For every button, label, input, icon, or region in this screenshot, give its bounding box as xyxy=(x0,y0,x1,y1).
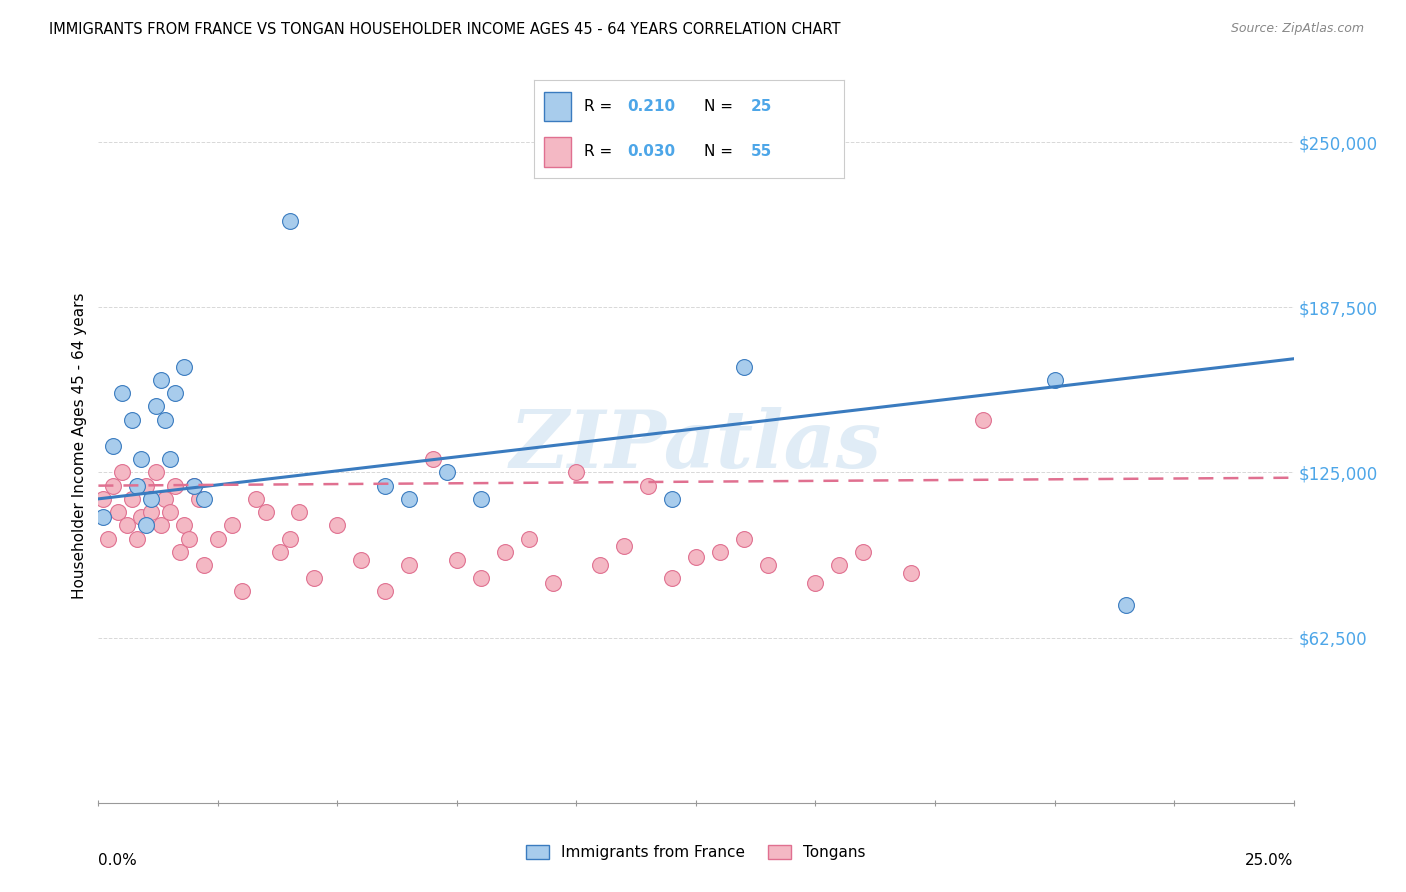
Point xyxy=(589,558,612,572)
Point xyxy=(422,452,444,467)
Text: 0.0%: 0.0% xyxy=(98,853,138,868)
Point xyxy=(1043,373,1066,387)
Point xyxy=(374,478,396,492)
Text: 0.210: 0.210 xyxy=(627,99,675,114)
Point xyxy=(446,552,468,566)
Point xyxy=(1115,598,1137,612)
Point xyxy=(131,510,153,524)
Point xyxy=(125,532,148,546)
Point xyxy=(685,549,707,564)
Point xyxy=(163,386,186,401)
Text: ZIPatlas: ZIPatlas xyxy=(510,408,882,484)
Point xyxy=(145,466,167,480)
Point xyxy=(221,518,243,533)
Text: R =: R = xyxy=(583,99,617,114)
Point xyxy=(245,491,267,506)
Point xyxy=(254,505,277,519)
Point xyxy=(159,452,181,467)
Point xyxy=(121,491,143,506)
Text: Source: ZipAtlas.com: Source: ZipAtlas.com xyxy=(1230,22,1364,36)
Point xyxy=(207,532,229,546)
Point xyxy=(828,558,851,572)
Point xyxy=(183,478,205,492)
Point xyxy=(326,518,349,533)
Point xyxy=(183,478,205,492)
Point xyxy=(637,478,659,492)
Point xyxy=(169,545,191,559)
Point xyxy=(91,491,114,506)
Point xyxy=(139,491,162,506)
Point xyxy=(101,439,124,453)
Point xyxy=(149,373,172,387)
Point xyxy=(155,491,177,506)
Point xyxy=(91,510,114,524)
Point xyxy=(900,566,922,580)
Point xyxy=(494,545,516,559)
Point xyxy=(159,505,181,519)
Text: 55: 55 xyxy=(751,145,772,160)
Point xyxy=(804,576,827,591)
Point xyxy=(709,545,731,559)
Point xyxy=(756,558,779,572)
Point xyxy=(517,532,540,546)
Point xyxy=(733,532,755,546)
Point xyxy=(231,584,253,599)
Point xyxy=(278,532,301,546)
Bar xyxy=(544,92,571,121)
Point xyxy=(302,571,325,585)
Point xyxy=(135,518,157,533)
Point xyxy=(541,576,564,591)
Point xyxy=(565,466,588,480)
Point xyxy=(155,412,177,426)
Text: 25: 25 xyxy=(751,99,772,114)
Point xyxy=(107,505,129,519)
Point xyxy=(470,571,492,585)
Point xyxy=(436,466,458,480)
Point xyxy=(111,466,134,480)
Point xyxy=(661,571,683,585)
Point xyxy=(179,532,201,546)
Point xyxy=(852,545,875,559)
Text: R =: R = xyxy=(583,145,617,160)
Point xyxy=(972,412,994,426)
Legend: Immigrants from France, Tongans: Immigrants from France, Tongans xyxy=(520,839,872,866)
Point xyxy=(131,452,153,467)
Point xyxy=(193,558,215,572)
Text: N =: N = xyxy=(704,145,738,160)
Point xyxy=(135,478,157,492)
Point xyxy=(145,400,167,414)
Point xyxy=(125,478,148,492)
Point xyxy=(173,359,195,374)
Point xyxy=(398,491,420,506)
Point xyxy=(149,518,172,533)
Point xyxy=(173,518,195,533)
Point xyxy=(278,214,301,228)
Point xyxy=(115,518,138,533)
Point xyxy=(163,478,186,492)
Y-axis label: Householder Income Ages 45 - 64 years: Householder Income Ages 45 - 64 years xyxy=(72,293,87,599)
Point xyxy=(288,505,311,519)
Bar xyxy=(544,137,571,167)
Point xyxy=(111,386,134,401)
Text: 0.030: 0.030 xyxy=(627,145,675,160)
Point xyxy=(733,359,755,374)
Point xyxy=(350,552,373,566)
Point xyxy=(470,491,492,506)
Point xyxy=(374,584,396,599)
Point xyxy=(97,532,120,546)
Point xyxy=(398,558,420,572)
Point xyxy=(187,491,209,506)
Point xyxy=(121,412,143,426)
Point xyxy=(101,478,124,492)
Text: IMMIGRANTS FROM FRANCE VS TONGAN HOUSEHOLDER INCOME AGES 45 - 64 YEARS CORRELATI: IMMIGRANTS FROM FRANCE VS TONGAN HOUSEHO… xyxy=(49,22,841,37)
Text: 25.0%: 25.0% xyxy=(1246,853,1294,868)
Point xyxy=(661,491,683,506)
Point xyxy=(269,545,291,559)
Text: N =: N = xyxy=(704,99,738,114)
Point xyxy=(139,505,162,519)
Point xyxy=(613,540,636,554)
Point xyxy=(193,491,215,506)
